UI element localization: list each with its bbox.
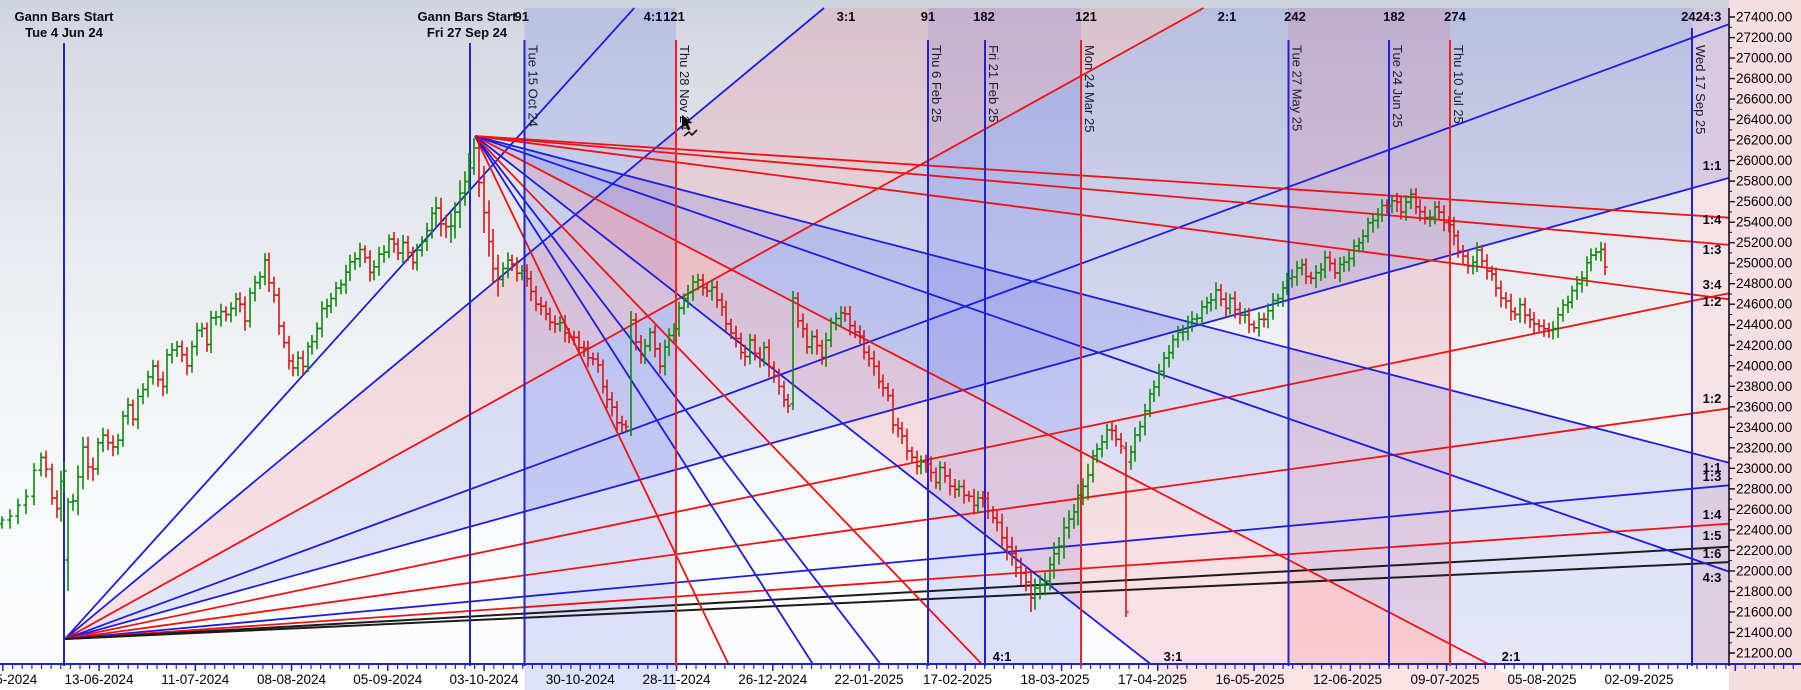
- svg-text:24400.00: 24400.00: [1736, 317, 1792, 332]
- svg-text:13-06-2024: 13-06-2024: [64, 672, 134, 687]
- svg-text:21800.00: 21800.00: [1736, 584, 1792, 599]
- svg-text:3:4: 3:4: [1703, 277, 1723, 292]
- svg-text:21200.00: 21200.00: [1736, 645, 1792, 660]
- svg-text:23000.00: 23000.00: [1736, 461, 1792, 476]
- svg-text:05-08-2025: 05-08-2025: [1507, 672, 1576, 687]
- svg-text:24200.00: 24200.00: [1736, 338, 1792, 353]
- svg-text:16-05-2025: 16-05-2025: [1215, 672, 1284, 687]
- svg-text:26200.00: 26200.00: [1736, 133, 1792, 148]
- svg-text:12-06-2025: 12-06-2025: [1313, 672, 1382, 687]
- svg-text:26600.00: 26600.00: [1736, 92, 1792, 107]
- svg-text:25600.00: 25600.00: [1736, 194, 1792, 209]
- svg-text:05-09-2024: 05-09-2024: [353, 672, 423, 687]
- svg-text:Gann Bars Start: Gann Bars Start: [418, 9, 518, 24]
- svg-text:4:1: 4:1: [644, 9, 663, 24]
- svg-text:16-05-2024: 16-05-2024: [0, 672, 38, 687]
- svg-text:1:3: 1:3: [1703, 242, 1722, 257]
- svg-text:91: 91: [515, 9, 529, 24]
- svg-text:Wed 17 Sep 25: Wed 17 Sep 25: [1693, 45, 1708, 134]
- svg-text:Mon 24 Mar 25: Mon 24 Mar 25: [1082, 45, 1097, 132]
- svg-text:22-01-2025: 22-01-2025: [834, 672, 903, 687]
- svg-text:1:2: 1:2: [1703, 391, 1722, 406]
- svg-text:25200.00: 25200.00: [1736, 235, 1792, 250]
- svg-text:3:1: 3:1: [837, 9, 856, 24]
- svg-text:Tue 24 Jun 25: Tue 24 Jun 25: [1390, 45, 1405, 128]
- svg-text:22200.00: 22200.00: [1736, 543, 1792, 558]
- svg-text:1:2: 1:2: [1703, 294, 1722, 309]
- svg-text:121: 121: [663, 9, 685, 24]
- svg-text:2:1: 2:1: [1502, 649, 1521, 664]
- svg-text:Gann Bars Start: Gann Bars Start: [15, 9, 115, 24]
- svg-text:1:5: 1:5: [1703, 528, 1722, 543]
- svg-text:23800.00: 23800.00: [1736, 379, 1792, 394]
- svg-text:242: 242: [1681, 9, 1703, 24]
- svg-text:27400.00: 27400.00: [1736, 10, 1792, 25]
- svg-text:274: 274: [1444, 9, 1466, 24]
- svg-text:18-03-2025: 18-03-2025: [1020, 672, 1089, 687]
- svg-text:09-07-2025: 09-07-2025: [1410, 672, 1479, 687]
- svg-text:1:4: 1:4: [1703, 507, 1723, 522]
- svg-text:4:1: 4:1: [993, 649, 1012, 664]
- svg-text:21400.00: 21400.00: [1736, 625, 1792, 640]
- svg-text:121: 121: [1075, 9, 1097, 24]
- svg-text:23600.00: 23600.00: [1736, 399, 1792, 414]
- svg-text:Tue 4 Jun 24: Tue 4 Jun 24: [25, 25, 104, 40]
- svg-text:26800.00: 26800.00: [1736, 71, 1792, 86]
- svg-text:Thu 6 Feb 25: Thu 6 Feb 25: [929, 45, 944, 122]
- svg-text:Thu 28 Nov 24: Thu 28 Nov 24: [677, 45, 692, 130]
- svg-text:02-09-2025: 02-09-2025: [1604, 672, 1673, 687]
- svg-text:03-10-2024: 03-10-2024: [449, 672, 519, 687]
- svg-text:17-04-2025: 17-04-2025: [1118, 672, 1187, 687]
- svg-text:27000.00: 27000.00: [1736, 51, 1792, 66]
- svg-text:26000.00: 26000.00: [1736, 153, 1792, 168]
- svg-text:25800.00: 25800.00: [1736, 174, 1792, 189]
- svg-text:26400.00: 26400.00: [1736, 112, 1792, 127]
- svg-text:182: 182: [1383, 9, 1405, 24]
- svg-text:1:6: 1:6: [1703, 546, 1722, 561]
- svg-text:3:1: 3:1: [1164, 649, 1183, 664]
- svg-text:2:1: 2:1: [1218, 9, 1237, 24]
- svg-text:1:1: 1:1: [1703, 158, 1722, 173]
- svg-text:23400.00: 23400.00: [1736, 420, 1792, 435]
- svg-text:Fri 21 Feb 25: Fri 21 Feb 25: [986, 45, 1001, 122]
- svg-text:1:3: 1:3: [1703, 469, 1722, 484]
- svg-text:22600.00: 22600.00: [1736, 502, 1792, 517]
- svg-text:30-10-2024: 30-10-2024: [546, 672, 616, 687]
- svg-text:Tue 15 Oct 24: Tue 15 Oct 24: [526, 45, 541, 127]
- svg-text:242: 242: [1284, 9, 1306, 24]
- svg-text:22800.00: 22800.00: [1736, 481, 1792, 496]
- svg-text:22400.00: 22400.00: [1736, 522, 1792, 537]
- svg-text:26-12-2024: 26-12-2024: [738, 672, 808, 687]
- svg-text:4:3: 4:3: [1703, 9, 1722, 24]
- svg-text:91: 91: [921, 9, 935, 24]
- svg-text:25400.00: 25400.00: [1736, 215, 1792, 230]
- svg-text:28-11-2024: 28-11-2024: [642, 672, 711, 687]
- svg-text:Fri 27 Sep 24: Fri 27 Sep 24: [427, 25, 508, 40]
- svg-text:24800.00: 24800.00: [1736, 276, 1792, 291]
- svg-text:Thu 10 Jul 25: Thu 10 Jul 25: [1451, 45, 1466, 124]
- svg-text:4:3: 4:3: [1703, 570, 1722, 585]
- svg-text:1:4: 1:4: [1703, 212, 1723, 227]
- svg-text:1:1: 1:1: [1703, 460, 1722, 475]
- svg-text:08-08-2024: 08-08-2024: [257, 672, 327, 687]
- svg-text:21600.00: 21600.00: [1736, 604, 1792, 619]
- svg-text:23200.00: 23200.00: [1736, 440, 1792, 455]
- svg-text:17-02-2025: 17-02-2025: [923, 672, 992, 687]
- svg-text:11-07-2024: 11-07-2024: [161, 672, 230, 687]
- svg-text:25000.00: 25000.00: [1736, 256, 1792, 271]
- svg-text:22000.00: 22000.00: [1736, 563, 1792, 578]
- svg-text:27200.00: 27200.00: [1736, 30, 1792, 45]
- svg-text:24000.00: 24000.00: [1736, 358, 1792, 373]
- svg-text:24600.00: 24600.00: [1736, 297, 1792, 312]
- svg-text:182: 182: [973, 9, 995, 24]
- svg-text:Tue 27 May 25: Tue 27 May 25: [1290, 45, 1305, 131]
